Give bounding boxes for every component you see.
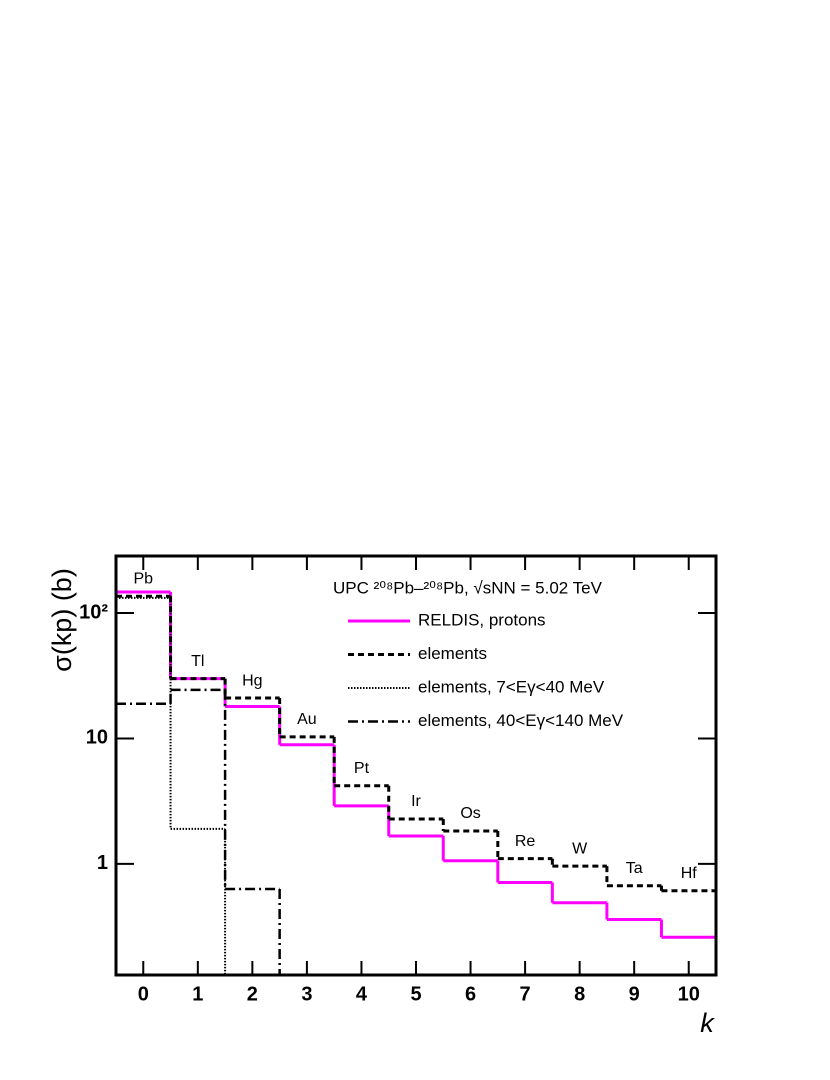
element-label: Pb [133,571,153,588]
x-tick-label: 1 [192,983,203,1005]
element-label: Au [297,711,317,728]
x-tick-label: 8 [574,983,585,1005]
x-tick-label: 0 [138,983,149,1005]
x-axis-label: k [700,1008,715,1038]
element-label: Re [515,833,536,850]
x-tick-label: 9 [629,983,640,1005]
element-label: Pt [354,760,370,777]
plot-frame [114,554,718,977]
y-tick-label: 10² [79,601,108,623]
y-tick-label: 1 [97,852,108,874]
legend-label: RELDIS, protons [418,610,546,629]
x-tick-label: 6 [465,983,476,1005]
element-label: Hg [242,672,262,689]
x-tick-label: 10 [678,983,700,1005]
element-label: W [572,840,588,857]
x-tick-label: 5 [410,983,421,1005]
x-tick-label: 7 [520,983,531,1005]
y-axis-label: σ(kp) (b) [47,568,77,672]
x-tick-label: 4 [356,983,368,1005]
x-tick-label: 2 [247,983,258,1005]
element-label: Tl [191,653,204,670]
legend-label: elements, 40<Eγ<140 MeV [418,711,624,730]
x-tick-label: 3 [301,983,312,1005]
y-tick-label: 10 [86,727,108,749]
legend-label: elements [418,644,487,663]
element-label: Ir [411,793,421,810]
element-label: Os [460,805,480,822]
legend-title: UPC ²⁰⁸Pb–²⁰⁸Pb, √sNN = 5.02 TeV [333,578,603,597]
legend-label: elements, 7<Eγ<40 MeV [418,677,605,696]
element-label: Hf [681,865,698,882]
element-label: Ta [626,860,643,877]
